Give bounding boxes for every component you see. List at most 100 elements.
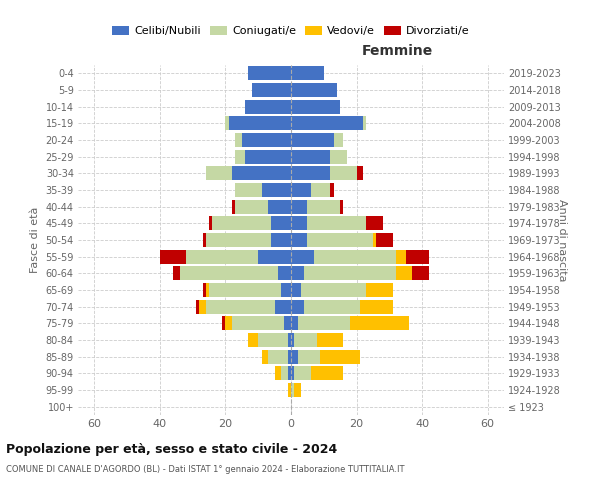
- Bar: [396, 250, 406, 264]
- Bar: [226, 116, 229, 130]
- Bar: [206, 300, 275, 314]
- Bar: [212, 216, 271, 230]
- Bar: [291, 83, 337, 97]
- Bar: [206, 283, 209, 297]
- Bar: [291, 316, 298, 330]
- Bar: [275, 366, 281, 380]
- Bar: [209, 283, 281, 297]
- Bar: [291, 216, 307, 230]
- Bar: [294, 366, 311, 380]
- Bar: [320, 350, 360, 364]
- Bar: [160, 250, 186, 264]
- Text: Femmine: Femmine: [362, 44, 433, 58]
- Bar: [294, 383, 301, 397]
- Bar: [232, 200, 235, 214]
- Bar: [203, 283, 206, 297]
- Bar: [294, 333, 317, 347]
- Bar: [179, 266, 278, 280]
- Bar: [275, 300, 291, 314]
- Legend: Celibi/Nubili, Coniugati/e, Vedovi/e, Divorziati/e: Celibi/Nubili, Coniugati/e, Vedovi/e, Di…: [108, 22, 474, 41]
- Bar: [288, 383, 291, 397]
- Bar: [396, 266, 412, 280]
- Bar: [232, 166, 291, 180]
- Bar: [222, 316, 226, 330]
- Bar: [367, 216, 383, 230]
- Bar: [291, 383, 294, 397]
- Bar: [291, 116, 363, 130]
- Bar: [284, 316, 291, 330]
- Bar: [251, 83, 291, 97]
- Bar: [311, 183, 331, 197]
- Bar: [291, 133, 334, 147]
- Bar: [278, 266, 291, 280]
- Bar: [331, 166, 356, 180]
- Bar: [291, 300, 304, 314]
- Bar: [235, 183, 262, 197]
- Bar: [248, 333, 258, 347]
- Bar: [291, 200, 307, 214]
- Bar: [232, 316, 284, 330]
- Bar: [226, 316, 232, 330]
- Bar: [268, 200, 291, 214]
- Bar: [317, 333, 343, 347]
- Bar: [291, 66, 324, 80]
- Bar: [307, 233, 373, 247]
- Bar: [245, 150, 291, 164]
- Bar: [291, 350, 298, 364]
- Bar: [235, 200, 268, 214]
- Bar: [235, 150, 245, 164]
- Bar: [291, 333, 294, 347]
- Bar: [206, 233, 271, 247]
- Bar: [298, 350, 320, 364]
- Bar: [235, 133, 242, 147]
- Bar: [262, 183, 291, 197]
- Bar: [288, 366, 291, 380]
- Bar: [307, 200, 340, 214]
- Bar: [291, 233, 307, 247]
- Bar: [291, 183, 311, 197]
- Bar: [304, 300, 360, 314]
- Bar: [199, 300, 206, 314]
- Bar: [307, 216, 367, 230]
- Bar: [340, 200, 343, 214]
- Bar: [412, 266, 428, 280]
- Bar: [291, 100, 340, 114]
- Bar: [406, 250, 428, 264]
- Bar: [291, 166, 331, 180]
- Bar: [288, 333, 291, 347]
- Bar: [271, 233, 291, 247]
- Bar: [206, 166, 232, 180]
- Bar: [271, 216, 291, 230]
- Bar: [291, 283, 301, 297]
- Bar: [245, 100, 291, 114]
- Bar: [173, 266, 179, 280]
- Bar: [258, 250, 291, 264]
- Bar: [281, 283, 291, 297]
- Bar: [304, 266, 396, 280]
- Bar: [229, 116, 291, 130]
- Bar: [248, 66, 291, 80]
- Bar: [311, 366, 343, 380]
- Bar: [334, 133, 343, 147]
- Bar: [281, 366, 288, 380]
- Bar: [350, 316, 409, 330]
- Bar: [367, 283, 392, 297]
- Text: Popolazione per età, sesso e stato civile - 2024: Popolazione per età, sesso e stato civil…: [6, 442, 337, 456]
- Bar: [268, 350, 288, 364]
- Bar: [373, 233, 376, 247]
- Bar: [291, 266, 304, 280]
- Bar: [291, 366, 294, 380]
- Y-axis label: Fasce di età: Fasce di età: [30, 207, 40, 273]
- Bar: [242, 133, 291, 147]
- Bar: [331, 150, 347, 164]
- Bar: [298, 316, 350, 330]
- Bar: [331, 183, 334, 197]
- Bar: [314, 250, 396, 264]
- Bar: [196, 300, 199, 314]
- Bar: [363, 116, 367, 130]
- Bar: [376, 233, 392, 247]
- Text: COMUNE DI CANALE D'AGORDO (BL) - Dati ISTAT 1° gennaio 2024 - Elaborazione TUTTI: COMUNE DI CANALE D'AGORDO (BL) - Dati IS…: [6, 465, 404, 474]
- Bar: [258, 333, 288, 347]
- Bar: [288, 350, 291, 364]
- Bar: [262, 350, 268, 364]
